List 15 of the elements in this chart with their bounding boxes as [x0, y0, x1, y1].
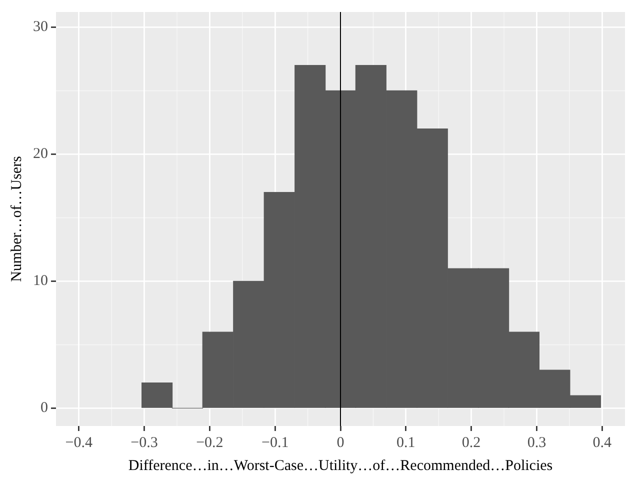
x-tick-label: −0.1 — [261, 434, 289, 451]
x-tick-label: −0.4 — [65, 434, 93, 451]
y-tick-label: 30 — [33, 19, 48, 36]
y-tick-label: 10 — [33, 273, 48, 290]
y-tick-label: 0 — [40, 400, 48, 416]
x-tick-label: 0.1 — [396, 434, 416, 451]
x-tick-label: −0.3 — [130, 434, 158, 451]
x-tick-label: 0.4 — [592, 434, 612, 451]
x-tick-label: −0.2 — [196, 434, 224, 451]
y-tick-label: 20 — [33, 146, 48, 162]
x-tick-label: 0.2 — [462, 434, 481, 451]
x-axis-title: Difference…in…Worst-Case…Utility…of…Recommended…Policies — [128, 458, 553, 474]
x-tick-label: 0 — [336, 434, 344, 451]
x-tick-label: 0.3 — [527, 434, 546, 451]
y-axis-title: Number…of…Users — [8, 156, 25, 282]
